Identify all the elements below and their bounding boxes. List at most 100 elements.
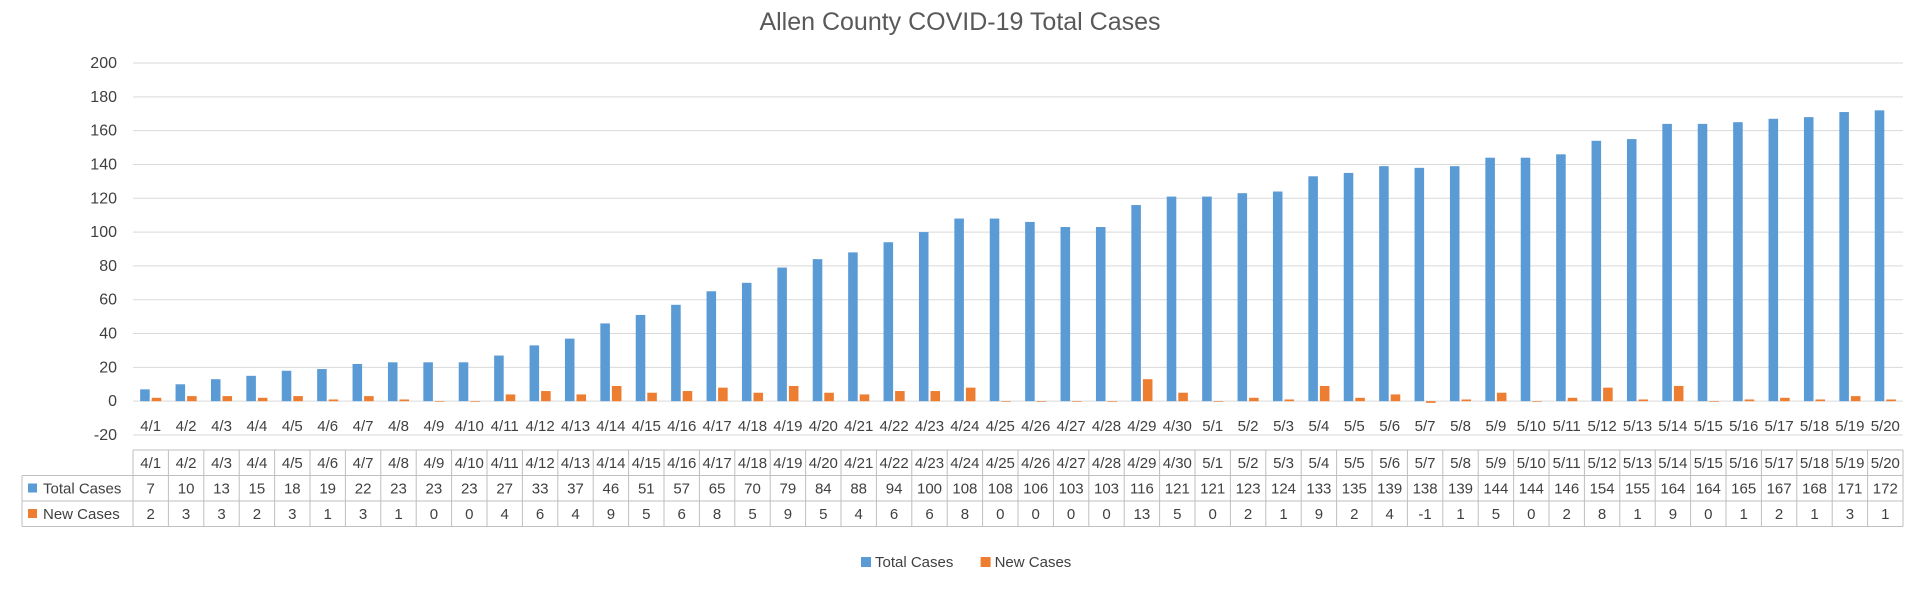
x-tick-label: 4/14 [596, 418, 625, 435]
bar-new-cases [647, 392, 657, 402]
bar-total-cases [564, 338, 575, 402]
table-cell: 22 [355, 481, 372, 498]
bar-new-cases [293, 396, 303, 402]
table-header-cell: 4/28 [1092, 455, 1121, 472]
table-header-cell: 4/25 [986, 455, 1015, 472]
x-tick-label: 4/5 [282, 418, 303, 435]
x-tick-label: 4/16 [667, 418, 696, 435]
table-header-cell: 5/18 [1800, 455, 1829, 472]
table-cell: 106 [1023, 481, 1048, 498]
x-tick-label: 4/3 [211, 418, 232, 435]
table-header-cell: 4/2 [176, 455, 197, 472]
table-header-cell: 4/1 [140, 455, 161, 472]
table-cell: 5 [1173, 506, 1181, 523]
table-cell: 103 [1094, 481, 1119, 498]
y-tick-label: 160 [90, 123, 117, 140]
table-cell: 23 [426, 481, 443, 498]
table-cell: 3 [217, 506, 225, 523]
bar-new-cases [859, 394, 870, 402]
bar-new-cases [399, 399, 410, 402]
bar-total-cases [1025, 221, 1035, 402]
x-tick-label: 4/21 [844, 418, 873, 435]
table-cell: 27 [496, 481, 513, 498]
bar-total-cases [140, 389, 150, 402]
x-tick-label: 5/13 [1623, 418, 1652, 435]
y-tick-label: 180 [90, 89, 117, 106]
table-cell: 2 [253, 506, 261, 523]
table-header-cell: 5/4 [1308, 455, 1329, 472]
bar-new-cases [1532, 401, 1542, 402]
table-cell: 51 [638, 481, 655, 498]
x-tick-label: 5/16 [1729, 418, 1758, 435]
table-header-cell: 4/6 [317, 455, 338, 472]
table-cell: 8 [1598, 506, 1606, 523]
table-cell: 9 [784, 506, 792, 523]
bar-total-cases [458, 362, 469, 402]
x-tick-label: 4/29 [1127, 418, 1156, 435]
bar-total-cases [317, 369, 327, 402]
table-cell: 6 [536, 506, 544, 523]
bar-new-cases [1780, 397, 1790, 402]
table-header-cell: 4/29 [1127, 455, 1156, 472]
table-cell: 46 [603, 481, 620, 498]
bar-total-cases [423, 362, 433, 402]
table-cell: 5 [1492, 506, 1500, 523]
x-tick-label: 5/14 [1658, 418, 1687, 435]
table-cell: 0 [1704, 506, 1712, 523]
table-cell: 135 [1342, 481, 1367, 498]
chart-title: Allen County COVID-19 Total Cases [759, 8, 1160, 36]
bar-total-cases [281, 370, 292, 402]
table-cell: 0 [1209, 506, 1217, 523]
x-tick-label: 4/26 [1021, 418, 1050, 435]
table-cell: 108 [952, 481, 977, 498]
y-tick-label: 140 [90, 156, 117, 173]
table-header-cell: 4/10 [455, 455, 484, 472]
table-header-cell: 4/13 [561, 455, 590, 472]
bar-new-cases [576, 394, 587, 402]
x-tick-label: 4/12 [525, 418, 554, 435]
table-cell: 108 [988, 481, 1013, 498]
bar-total-cases [1343, 172, 1354, 402]
table-cell: 121 [1200, 481, 1225, 498]
x-tick-label: 5/15 [1694, 418, 1723, 435]
table-cell: 3 [1846, 506, 1854, 523]
table-cell: 123 [1236, 481, 1261, 498]
table-cell: 0 [430, 506, 438, 523]
table-cell: 84 [815, 481, 832, 498]
table-cell: 121 [1165, 481, 1190, 498]
x-tick-label: 5/11 [1553, 418, 1581, 435]
table-header-cell: 4/15 [632, 455, 661, 472]
table-cell: 19 [319, 481, 336, 498]
bar-new-cases [718, 387, 728, 402]
x-tick-label: 5/7 [1415, 418, 1436, 435]
table-cell: 37 [567, 481, 584, 498]
bar-new-cases [1001, 401, 1011, 402]
bar-total-cases [1272, 191, 1283, 402]
table-header-cell: 4/4 [246, 455, 267, 472]
x-tick-label: 5/6 [1379, 418, 1400, 435]
bar-new-cases [611, 385, 622, 402]
table-header-cell: 4/16 [667, 455, 696, 472]
bar-total-cases [1874, 110, 1885, 402]
table-header-cell: 5/9 [1485, 455, 1506, 472]
x-tick-label: 4/30 [1163, 418, 1192, 435]
table-cell: 2 [147, 506, 155, 523]
bar-new-cases [1673, 385, 1684, 402]
bar-new-cases [682, 391, 693, 402]
table-cell: 0 [1527, 506, 1535, 523]
legend-label: Total Cases [875, 554, 953, 571]
x-tick-label: 4/18 [738, 418, 767, 435]
x-tick-label: 5/1 [1202, 418, 1223, 435]
table-cell: 6 [678, 506, 686, 523]
bar-new-cases [470, 401, 480, 402]
bar-total-cases [1662, 123, 1672, 402]
bar-total-cases [777, 267, 787, 402]
bar-total-cases [246, 375, 256, 402]
table-header-cell: 5/10 [1517, 455, 1546, 472]
bar-new-cases [1036, 401, 1047, 402]
table-cell: 10 [178, 481, 195, 498]
bar-total-cases [706, 291, 717, 402]
bar-new-cases [1319, 385, 1330, 402]
table-cell: 103 [1059, 481, 1084, 498]
